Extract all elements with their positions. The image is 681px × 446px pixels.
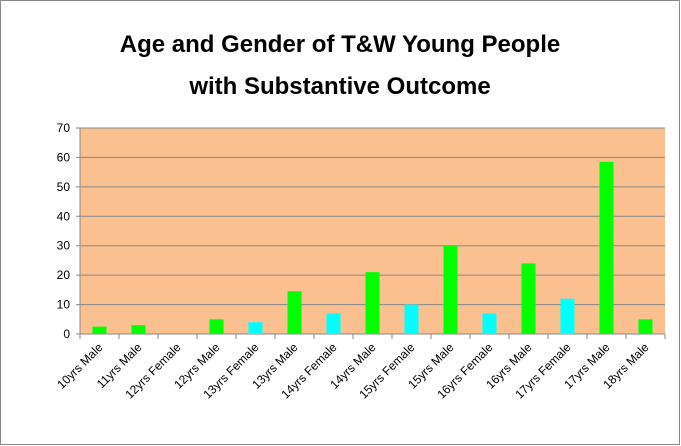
bar — [248, 322, 263, 334]
y-tick-label: 60 — [57, 150, 71, 164]
bar — [521, 263, 536, 334]
y-tick-label: 70 — [57, 121, 71, 135]
bar — [209, 319, 224, 334]
y-tick-label: 40 — [57, 209, 71, 223]
bar — [443, 245, 458, 334]
y-tick-label: 10 — [57, 298, 71, 312]
y-tick-label: 30 — [57, 239, 71, 253]
bar — [482, 313, 497, 334]
bar — [365, 272, 380, 334]
y-tick-label: 20 — [57, 268, 71, 282]
bar — [326, 313, 341, 334]
chart-title: Age and Gender of T&W Young People — [120, 31, 560, 58]
chart-title: with Substantive Outcome — [188, 73, 490, 100]
y-tick-label: 0 — [63, 327, 70, 341]
bar — [599, 161, 614, 334]
y-tick-label: 50 — [57, 180, 71, 194]
bar — [638, 319, 653, 334]
bar — [404, 304, 419, 334]
bar — [287, 291, 302, 334]
bar — [92, 326, 107, 334]
bar — [131, 325, 146, 334]
bar — [560, 298, 575, 334]
